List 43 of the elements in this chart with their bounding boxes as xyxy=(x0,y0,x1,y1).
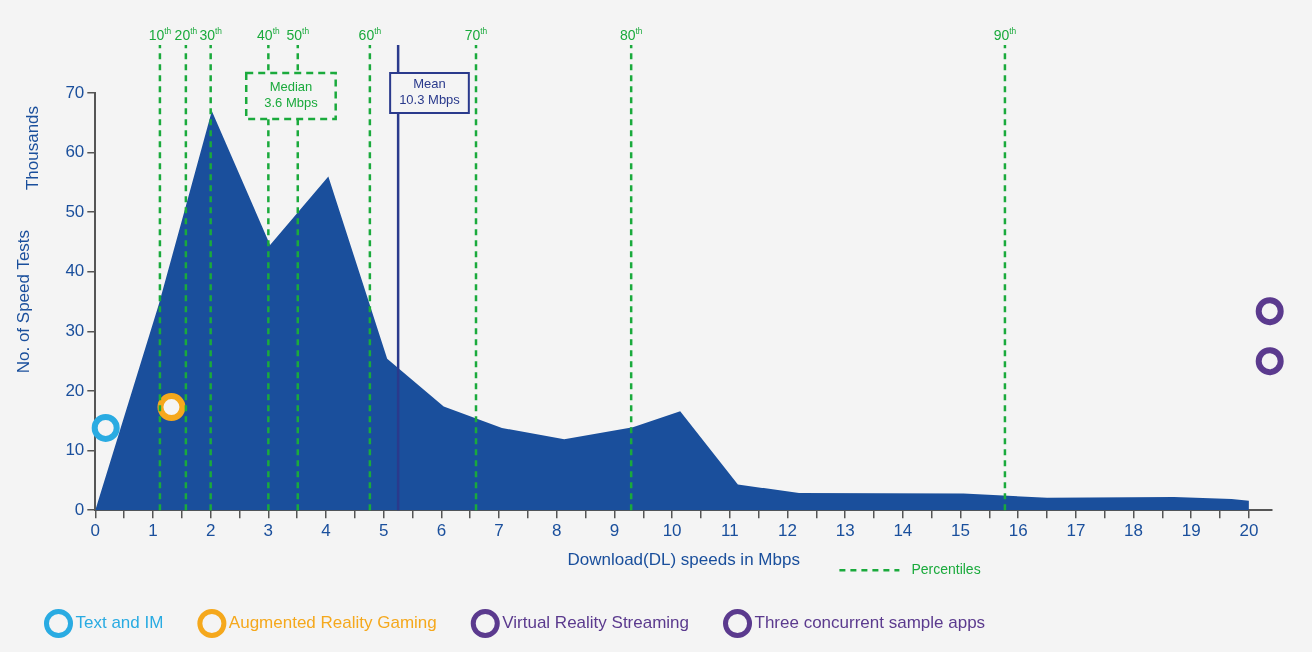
text: Percentiles xyxy=(911,561,981,578)
point xyxy=(157,393,186,422)
x-tick-label: 16 xyxy=(1008,521,1028,541)
legend-label: Three concurrent sample apps xyxy=(754,613,986,633)
ref-line-label: Mean 10.3 Mbps xyxy=(399,76,461,108)
x-tick-label: 2 xyxy=(205,521,216,541)
x-tick-label: 0 xyxy=(90,521,101,541)
y-tick-label: 10 xyxy=(65,440,85,460)
legend-label: Text and IM xyxy=(75,613,164,633)
text: Thousands xyxy=(23,105,42,191)
legend-label: Virtual Reality Streaming xyxy=(502,613,690,633)
x-tick-label: 11 xyxy=(720,521,739,541)
x-axis-title: Download(DL) speeds in Mbps xyxy=(567,550,800,570)
x-tick-label: 14 xyxy=(893,521,913,541)
x-tick-label: 3 xyxy=(263,521,274,541)
x-tick-label: 13 xyxy=(835,521,855,541)
x-tick-label: 5 xyxy=(378,521,389,541)
x-tick-label: 20 xyxy=(1239,521,1259,541)
x-tick-label: 15 xyxy=(951,521,970,541)
annotation: Median 3.6 Mbps xyxy=(264,79,319,111)
y-tick-label: 30 xyxy=(65,321,85,341)
x-tick-label: 18 xyxy=(1124,521,1144,541)
x-tick-label: 4 xyxy=(321,521,331,541)
point xyxy=(1255,297,1284,326)
x-tick-label: 7 xyxy=(494,521,504,541)
point xyxy=(91,413,120,442)
point xyxy=(1255,347,1284,376)
x-tick-label: 17 xyxy=(1066,521,1086,541)
y-tick-label: 40 xyxy=(65,261,85,281)
x-tick-label: 8 xyxy=(552,521,562,541)
y-tick-label: 20 xyxy=(65,380,85,400)
x-tick-label: 19 xyxy=(1181,521,1201,541)
y-tick-label: 50 xyxy=(65,201,85,221)
x-tick-label: 9 xyxy=(609,521,620,541)
x-tick-label: 6 xyxy=(436,521,447,541)
y-tick-label: 60 xyxy=(65,142,85,162)
x-tick-label: 1 xyxy=(148,521,158,541)
y-tick-label: 0 xyxy=(74,499,85,519)
legend-label: Augmented Reality Gaming xyxy=(228,613,437,633)
x-tick-label: 10 xyxy=(662,521,682,541)
y-tick-label: 70 xyxy=(65,82,85,102)
x-tick-label: 12 xyxy=(778,521,797,541)
y-axis-title: No. of Speed Tests xyxy=(13,229,33,374)
